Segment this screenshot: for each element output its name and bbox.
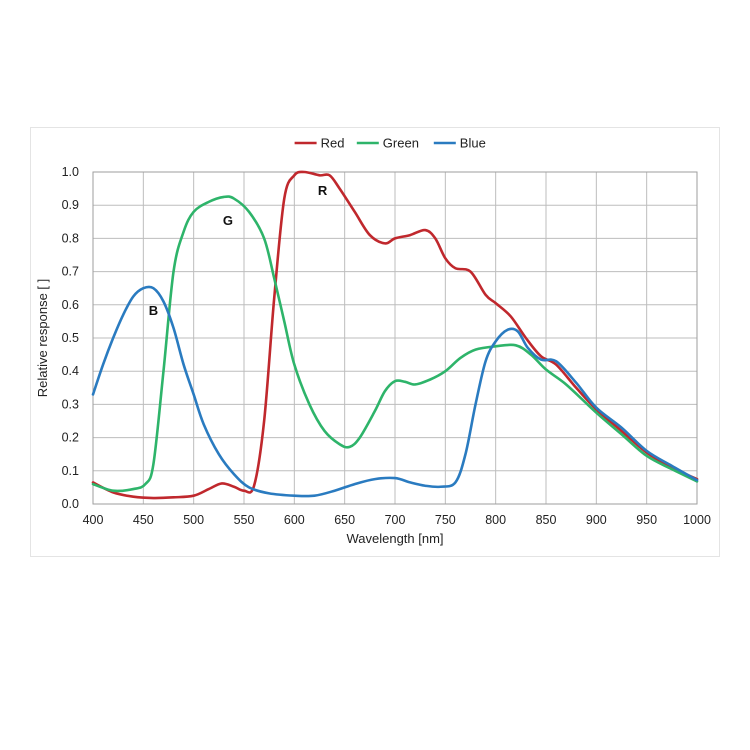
series-lines [91, 170, 699, 500]
x-tick-label: 500 [183, 513, 204, 527]
legend-label-blue: Blue [460, 136, 486, 151]
y-tick-label: 0.8 [62, 231, 79, 245]
x-axis-label: Wavelength [nm] [346, 531, 443, 546]
x-tick-label: 600 [284, 513, 305, 527]
series-line-blue [91, 285, 699, 498]
x-tick-label: 950 [636, 513, 657, 527]
y-tick-label: 0.5 [62, 331, 79, 345]
y-tick-label: 0.3 [62, 397, 79, 411]
legend: Red Green Blue [294, 136, 486, 151]
x-tick-label: 1000 [683, 513, 711, 527]
y-axis-label: Relative response [ ] [35, 279, 50, 398]
x-axis-ticks: 400 450 500 550 600 650 700 750 800 850 900 950 1000 [83, 513, 711, 527]
x-tick-label: 400 [83, 513, 104, 527]
x-tick-label: 750 [435, 513, 456, 527]
y-axis-ticks: 0.0 0.1 0.2 0.3 0.4 0.5 0.6 0.7 0.8 0.9 1.0 [62, 165, 79, 511]
legend-label-green: Green [383, 136, 419, 151]
legend-label-red: Red [321, 136, 345, 151]
chart-frame: 400 450 500 550 600 650 700 750 800 850 900 950 1000… [30, 127, 720, 557]
x-tick-label: 850 [536, 513, 557, 527]
x-tick-label: 700 [385, 513, 406, 527]
x-tick-label: 550 [234, 513, 255, 527]
y-tick-label: 0.7 [62, 265, 79, 279]
x-tick-label: 450 [133, 513, 154, 527]
series-line-red [91, 170, 699, 500]
x-tick-label: 900 [586, 513, 607, 527]
plot-border [92, 171, 698, 505]
y-tick-label: 0.4 [62, 364, 79, 378]
annotation-g: G [223, 213, 233, 228]
curve-annotations: B G R [149, 183, 328, 318]
y-tick-label: 1.0 [62, 165, 79, 179]
annotation-r: R [318, 183, 328, 198]
grid [92, 171, 698, 505]
y-tick-label: 0.0 [62, 497, 79, 511]
series-line-green [91, 195, 699, 493]
y-tick-label: 0.9 [62, 198, 79, 212]
y-tick-label: 0.2 [62, 431, 79, 445]
spectral-response-chart: 400 450 500 550 600 650 700 750 800 850 900 950 1000… [35, 136, 711, 547]
y-tick-label: 0.1 [62, 464, 79, 478]
y-tick-label: 0.6 [62, 298, 79, 312]
x-tick-label: 800 [485, 513, 506, 527]
annotation-b: B [149, 303, 158, 318]
x-tick-label: 650 [334, 513, 355, 527]
